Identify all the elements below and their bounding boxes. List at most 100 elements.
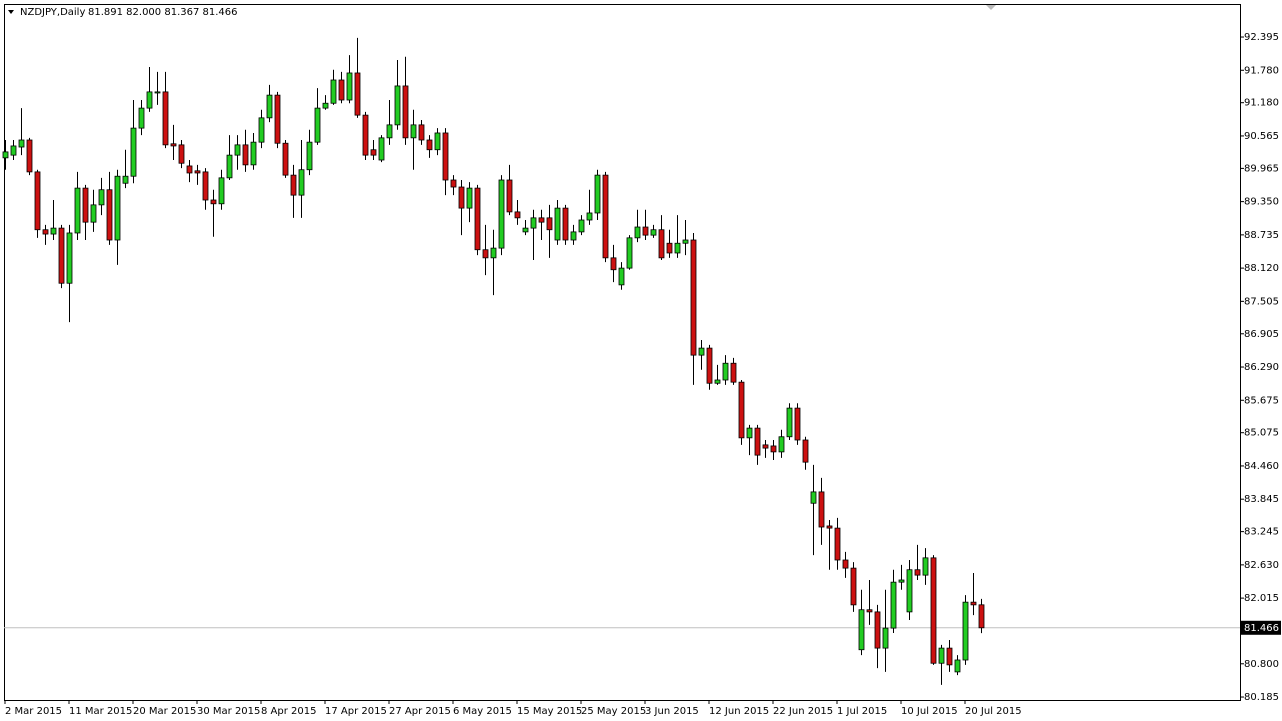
candle-body-down	[202, 171, 209, 201]
y-tick-label: 83.245	[1244, 527, 1279, 538]
candle-body-up	[746, 427, 753, 439]
candle-body-up	[650, 229, 657, 236]
candle-body-down	[162, 91, 169, 146]
candle-body-down	[658, 229, 665, 259]
current-price-label: 81.466	[1244, 623, 1279, 634]
candle-body-up	[266, 94, 273, 119]
candle-body-up	[234, 144, 241, 156]
candle-body-up	[626, 237, 633, 269]
candle-body-down	[762, 444, 769, 449]
candle-body-up	[954, 659, 961, 673]
candle-body-down	[826, 525, 833, 529]
candle-body-down	[874, 611, 881, 649]
y-tick-label: 83.845	[1244, 494, 1279, 505]
y-tick-label: 92.395	[1244, 32, 1279, 43]
y-tick-label: 88.120	[1244, 263, 1279, 274]
y-tick-label: 89.965	[1244, 163, 1279, 174]
candle-body-up	[570, 231, 577, 241]
candle-body-down	[842, 559, 849, 569]
x-tick-label: 30 Mar 2015	[197, 706, 260, 717]
candle-body-up	[250, 141, 257, 166]
candle-body-up	[154, 91, 161, 94]
candle-body-down	[770, 445, 777, 453]
candle-body-up	[138, 107, 145, 129]
candle-body-down	[642, 226, 649, 236]
x-tick-label: 27 Apr 2015	[389, 706, 451, 717]
x-tick-label: 25 May 2015	[581, 706, 646, 717]
candle-body-up	[522, 227, 529, 233]
candle-body-up	[330, 79, 337, 104]
candle-body-down	[690, 239, 697, 356]
candle-body-up	[618, 267, 625, 286]
candle-body-down	[354, 72, 361, 116]
candle-body-down	[402, 85, 409, 139]
candle-body-down	[242, 144, 249, 166]
candle-body-down	[730, 362, 737, 383]
y-tick-label: 85.075	[1244, 428, 1279, 439]
candle-body-down	[442, 132, 449, 181]
candle-body-up	[130, 127, 137, 177]
x-tick-label: 11 Mar 2015	[69, 706, 132, 717]
x-tick-label: 12 Jun 2015	[709, 706, 769, 717]
candle-body-up	[674, 242, 681, 254]
current-price-box	[1241, 620, 1281, 635]
candle-body-up	[786, 407, 793, 438]
candle-body-up	[410, 124, 417, 139]
candle-body-up	[810, 491, 817, 504]
x-tick-label: 6 May 2015	[453, 706, 512, 717]
menu-triangle[interactable]	[8, 10, 14, 14]
candle-body-up	[66, 232, 73, 284]
candle-body-down	[282, 142, 289, 176]
candle-body-down	[82, 187, 89, 223]
candle-body-up	[322, 102, 329, 109]
chart-subtitle: 81.891 82.000 81.367 81.466	[88, 7, 238, 18]
candle-body-down	[754, 427, 761, 456]
y-tick-label: 80.800	[1244, 659, 1279, 670]
candle-body-down	[370, 149, 377, 156]
candle-body-down	[194, 170, 201, 174]
x-tick-label: 15 May 2015	[517, 706, 582, 717]
candle-body-up	[394, 85, 401, 126]
candle-body-down	[26, 139, 33, 173]
candle-body-down	[482, 249, 489, 259]
y-tick-label: 82.630	[1244, 560, 1279, 571]
candle-body-down	[450, 179, 457, 188]
candle-body-up	[90, 204, 97, 223]
candle-body-down	[362, 114, 369, 156]
candle-body-down	[602, 174, 609, 259]
candle-body-up	[714, 379, 721, 384]
y-tick-label: 87.505	[1244, 296, 1279, 307]
candle-body-down	[538, 217, 545, 223]
y-tick-label: 88.735	[1244, 230, 1279, 241]
candle-body-up	[898, 579, 905, 583]
candle-body-up	[682, 239, 689, 244]
y-tick-label: 85.675	[1244, 395, 1279, 406]
candle-body-down	[946, 647, 953, 666]
candle-body-up	[586, 212, 593, 221]
candle-body-up	[882, 627, 889, 649]
candle-body-down	[186, 165, 193, 174]
x-tick-label: 10 Jul 2015	[901, 706, 958, 717]
candle-body-down	[106, 189, 113, 241]
candle-body-down	[290, 174, 297, 196]
candle-body-up	[114, 175, 121, 241]
y-tick-label: 82.015	[1244, 593, 1279, 604]
shift-marker[interactable]	[986, 5, 996, 10]
candle-body-down	[666, 242, 673, 254]
candle-body-down	[338, 79, 345, 101]
candle-body-down	[458, 186, 465, 209]
y-tick-label: 91.180	[1244, 98, 1279, 109]
candle-body-down	[426, 139, 433, 151]
candle-body-up	[306, 141, 313, 171]
candle-body-down	[178, 144, 185, 164]
candle-body-up	[634, 226, 641, 239]
candle-body-up	[314, 107, 321, 143]
y-tick-label: 80.185	[1244, 692, 1279, 703]
candle-body-down	[970, 601, 977, 606]
candle-body-up	[122, 175, 129, 184]
candle-body-up	[554, 207, 561, 241]
candle-body-up	[2, 151, 9, 159]
candle-body-down	[170, 143, 177, 147]
